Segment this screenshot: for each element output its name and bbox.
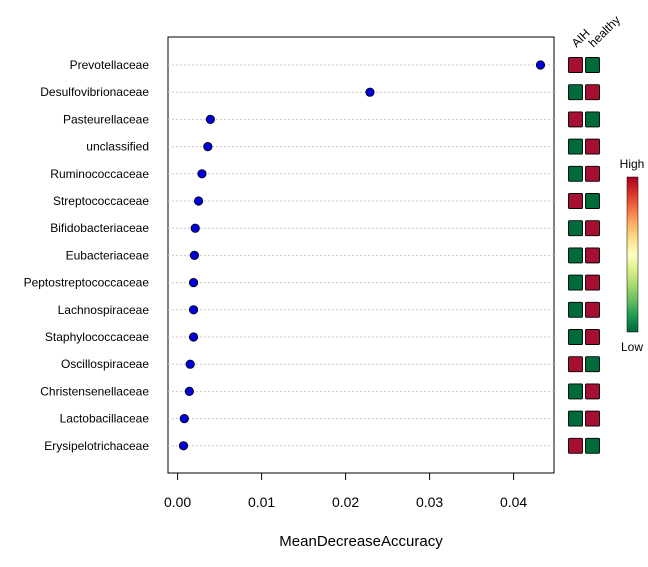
legend-high-label: High <box>620 157 645 171</box>
heatmap-cell <box>585 138 600 155</box>
x-tick-label: 0.00 <box>164 494 191 510</box>
category-label: Pasteurellaceae <box>63 112 149 126</box>
heatmap-cell <box>585 247 600 264</box>
data-point <box>179 413 189 424</box>
category-label: Prevotellaceae <box>70 58 150 72</box>
x-tick-label: 0.04 <box>500 494 527 510</box>
x-tick-label: 0.03 <box>416 494 443 510</box>
data-point <box>188 332 199 342</box>
heatmap-cell <box>568 57 583 73</box>
category-label: Peptostreptococcaceae <box>24 276 150 290</box>
x-axis: 0.00 0.01 0.02 0.03 0.04 <box>164 472 527 510</box>
heatmap-cell <box>585 383 600 400</box>
category-label: unclassified <box>86 140 149 154</box>
data-point <box>197 169 207 179</box>
heatmap-cell <box>585 274 600 291</box>
x-tick-label: 0.02 <box>332 494 359 510</box>
heatmap-cell <box>585 356 600 373</box>
heatmap-cell <box>585 329 600 345</box>
data-point <box>185 359 195 369</box>
heatmap-cell <box>568 410 583 427</box>
data-point <box>194 196 204 206</box>
legend-gradient-bar <box>626 176 639 333</box>
data-point <box>365 87 375 97</box>
data-point <box>184 386 194 396</box>
category-label: Streptococcaceae <box>53 194 149 208</box>
heatmap-cell <box>568 193 583 209</box>
heatmap-cell <box>568 84 583 101</box>
category-label: Bifidobacteriaceae <box>50 221 149 235</box>
heatmap-cell <box>568 247 583 264</box>
data-point <box>205 114 215 125</box>
heatmap-cell <box>568 165 583 182</box>
category-label: Erysipelotrichaceae <box>44 439 149 453</box>
heatmap-cell <box>585 57 600 73</box>
heatmap-cell <box>585 193 600 209</box>
category-label: Staphylococcaceae <box>45 330 149 344</box>
x-tick-label: 0.01 <box>248 494 275 510</box>
grid-lines <box>168 64 554 447</box>
heatmap <box>568 57 600 454</box>
category-labels: Prevotellaceae Desulfovibrionaceae Pasteur… <box>24 58 150 453</box>
category-label: Desulfovibrionaceae <box>40 85 149 99</box>
color-legend: High Low <box>620 157 645 354</box>
heatmap-cell <box>585 111 600 128</box>
data-point <box>178 441 189 451</box>
category-label: Christensenellaceae <box>40 384 149 398</box>
category-label: Lactobacillaceae <box>60 412 150 426</box>
data-point <box>190 223 200 233</box>
heatmap-cell <box>585 301 600 318</box>
heatmap-cell <box>585 410 600 427</box>
heatmap-cell <box>568 356 583 373</box>
heatmap-cell <box>568 437 583 454</box>
category-label: Eubacteriaceae <box>66 248 150 262</box>
heatmap-cell <box>568 301 583 318</box>
data-point <box>188 305 199 315</box>
category-label: Oscillospiraceae <box>61 357 149 371</box>
data-point <box>203 142 213 152</box>
heatmap-cell <box>585 165 600 182</box>
category-label: Ruminococcaceae <box>50 167 149 181</box>
heatmap-cell <box>585 437 600 454</box>
data-point <box>535 60 546 70</box>
category-label: Lachnospiraceae <box>58 303 150 317</box>
heatmap-cell <box>585 220 600 237</box>
heatmap-cell <box>568 383 583 400</box>
heatmap-cell <box>568 329 583 345</box>
group-label: healthy <box>586 13 623 50</box>
heatmap-cell <box>568 111 583 128</box>
heatmap-cell <box>585 84 600 101</box>
heatmap-cell <box>568 220 583 237</box>
data-point <box>188 277 199 288</box>
data-point <box>189 250 199 260</box>
x-axis-title: MeanDecreaseAccuracy <box>279 533 443 550</box>
heatmap-cell <box>568 274 583 291</box>
data-points <box>178 60 546 451</box>
legend-low-label: Low <box>621 340 643 354</box>
heatmap-cell <box>568 138 583 155</box>
